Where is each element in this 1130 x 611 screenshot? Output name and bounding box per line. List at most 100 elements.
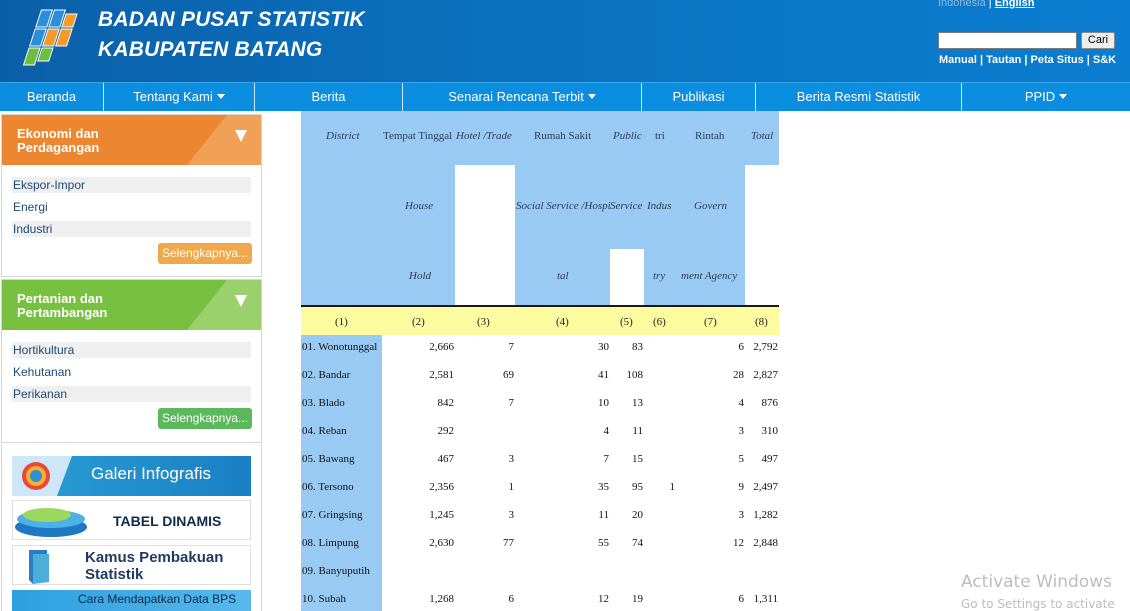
table-row: 02. Bandar 2,581 69 41 108 28 2,827 (301, 369, 779, 385)
more-button[interactable]: Selengkapnya... (158, 408, 252, 429)
value-cell: 108 (626, 369, 644, 381)
nav-beranda[interactable]: Beranda (0, 83, 104, 112)
value-cell: 95 (632, 481, 643, 493)
banner-tabel-dinamis[interactable]: TABEL DINAMIS (12, 500, 251, 540)
district-cell: 08. Limpung (302, 537, 359, 549)
col-header-tri: tri (655, 130, 665, 142)
value-cell: 3 (508, 453, 515, 465)
lang-indonesia-link[interactable]: Indonesia (938, 0, 986, 9)
value-cell: 83 (632, 341, 643, 353)
panel-header[interactable]: Pertanian dan Pertambangan (2, 280, 261, 330)
sidebar-item-energi[interactable]: Energi (13, 200, 48, 214)
column-number: (2) (412, 316, 425, 328)
value-cell: 6 (738, 341, 745, 353)
value-cell: 2,630 (429, 537, 454, 549)
search-button[interactable]: Cari (1081, 32, 1115, 49)
sidebar-item-industri[interactable]: Industri (12, 221, 251, 237)
value-cell: 2,581 (429, 369, 454, 381)
col-header-ment-agency: ment Agency (681, 270, 738, 282)
value-cell: 35 (598, 481, 609, 493)
panel-title-line: Pertanian dan (17, 291, 103, 306)
utility-links[interactable]: Manual | Tautan | Peta Situs | S&K (939, 54, 1117, 66)
column-number: (8) (755, 316, 768, 328)
banner-label-line: Statistik (85, 566, 144, 583)
value-cell: 19 (632, 593, 643, 605)
value-cell: 2,848 (753, 537, 778, 549)
district-cell: 09. Banyuputih (302, 565, 370, 577)
value-cell: 1,311 (753, 593, 778, 605)
table-row: 05. Bawang 467 3 7 15 5 497 (301, 453, 779, 469)
value-cell: 2,827 (753, 369, 778, 381)
district-cell: 02. Bandar (302, 369, 351, 381)
col-header-hotel-trade: Hotel /Trade (456, 130, 512, 142)
value-cell: 74 (632, 537, 643, 549)
value-cell: 4 (603, 425, 610, 437)
value-cell: 876 (761, 397, 779, 409)
district-cell: 03. Blado (302, 397, 345, 409)
chevron-down-icon (216, 94, 225, 99)
value-cell: 28 (733, 369, 744, 381)
column-number: (5) (620, 316, 633, 328)
nav-brs[interactable]: Berita Resmi Statistik (756, 83, 962, 112)
district-cell: 10. Subah (302, 593, 346, 605)
table-row: 04. Reban 292 4 11 3 310 (301, 425, 779, 441)
district-cell: 06. Tersono (302, 481, 354, 493)
banner-kamus-pembakuan[interactable]: Kamus Pembakuan Statistik (12, 545, 251, 585)
district-column-bg (301, 335, 382, 611)
col-header-rintah: Rintah (695, 130, 725, 142)
nav-ppid[interactable]: PPID (962, 83, 1130, 112)
col-header-rumah-sakit: Rumah Sakit (534, 130, 592, 142)
nav-label: Tentang Kami (133, 89, 213, 104)
panel-title: Pertanian dan Pertambangan (17, 292, 107, 320)
column-number: (6) (653, 316, 666, 328)
language-switch: Indonesia | English (938, 0, 1034, 9)
bps-logo[interactable] (18, 8, 90, 70)
district-cell: 01. Wonotunggal (302, 341, 378, 353)
column-number: (3) (477, 316, 490, 328)
nav-publikasi[interactable]: Publikasi (642, 83, 756, 112)
table-row: 03. Blado 842 7 10 13 4 876 (301, 397, 779, 413)
sidebar-item-hortikultura[interactable]: Hortikultura (12, 342, 251, 358)
table-row: 09. Banyuputih (301, 565, 779, 581)
table-row: 07. Gringsing 1,245 3 11 20 3 1,282 (301, 509, 779, 525)
value-cell: 497 (761, 453, 779, 465)
banner-cara-mendapatkan[interactable]: Cara Mendapatkan Data BPS (12, 590, 251, 611)
value-cell: 69 (503, 369, 514, 381)
sidebar-item-perikanan[interactable]: Perikanan (12, 386, 251, 402)
more-button[interactable]: Selengkapnya... (158, 243, 252, 264)
collapse-arrow-icon[interactable] (235, 295, 247, 307)
search-input[interactable] (938, 32, 1077, 49)
nav-senarai[interactable]: Senarai Rencana Terbit (403, 83, 642, 112)
collapse-arrow-icon[interactable] (235, 130, 247, 142)
panel-header[interactable]: Ekonomi dan Perdagangan (2, 115, 261, 165)
district-cell: 05. Bawang (302, 453, 355, 465)
brand-title[interactable]: BADAN PUSAT STATISTIK (98, 8, 365, 31)
value-cell: 15 (632, 453, 643, 465)
value-cell: 842 (437, 397, 455, 409)
value-cell: 4 (738, 397, 745, 409)
col-header-govern: Govern (694, 200, 727, 212)
table-row: 10. Subah 1,268 6 12 19 6 1,311 (301, 593, 779, 609)
brand-subtitle[interactable]: KABUPATEN BATANG (98, 38, 323, 61)
banner-galeri-infografis[interactable]: Galeri Infografis (12, 456, 251, 496)
value-cell: 11 (632, 425, 643, 437)
panel-title-line: Perdagangan (17, 140, 100, 155)
table-row: 08. Limpung 2,630 77 55 74 12 2,848 (301, 537, 779, 553)
lang-english-link[interactable]: English (994, 0, 1035, 9)
value-cell: 10 (598, 397, 609, 409)
sidebar-item-kehutanan[interactable]: Kehutanan (13, 365, 72, 379)
table-row: 01. Wonotunggal 2,666 7 30 83 6 2,792 (301, 341, 779, 357)
main-nav: Beranda Tentang Kami Berita Senarai Renc… (0, 82, 1130, 112)
nav-tentang-kami[interactable]: Tentang Kami (104, 83, 255, 112)
nav-label: Berita (311, 89, 346, 104)
col-header-hold: Hold (409, 270, 431, 282)
nav-label: Beranda (26, 89, 77, 104)
nav-berita[interactable]: Berita (255, 83, 403, 112)
value-cell: 2,356 (429, 481, 454, 493)
value-cell: 6 (508, 593, 515, 605)
col-header-indus: Indus (647, 200, 672, 212)
banner-label: TABEL DINAMIS (113, 513, 222, 529)
sidebar-item-ekspor-impor[interactable]: Ekspor-Impor (12, 177, 251, 193)
banner-label: Cara Mendapatkan Data BPS (78, 592, 237, 606)
